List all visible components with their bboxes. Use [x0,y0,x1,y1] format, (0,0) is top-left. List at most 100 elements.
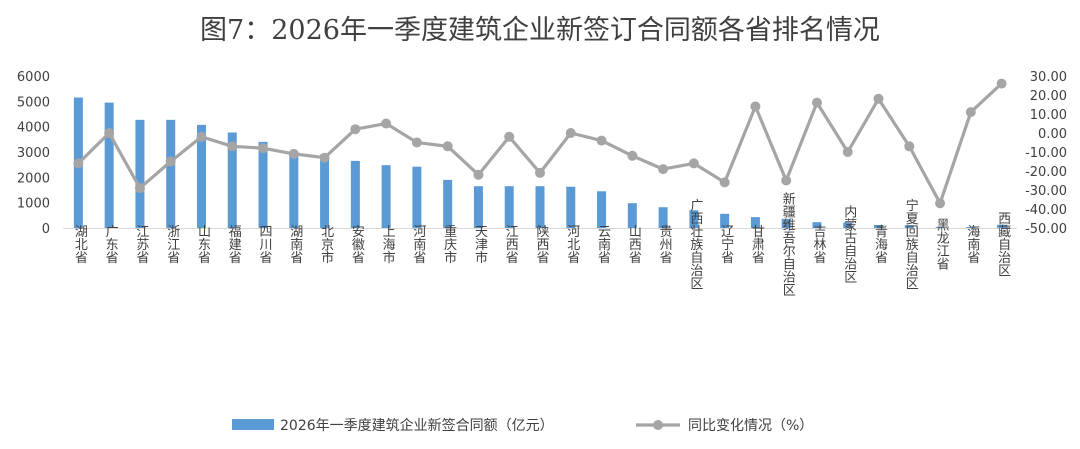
bar [258,141,268,228]
line-point [596,135,607,146]
bar [535,186,545,228]
category-label: 黑龙江省 [934,218,950,270]
y-right-tick-label: -20.00 [1025,165,1067,180]
line-point [196,131,207,142]
bar [843,222,853,228]
line-point [565,128,576,138]
bar [412,166,422,228]
category-label: 新疆维吾尔自治区 [780,191,796,296]
bar [812,222,822,228]
line-point [504,131,515,142]
line-point [904,141,915,152]
y-left-tick-label: 4000 [17,121,50,136]
category-label: 云南省 [595,225,611,264]
category-label: 福建省 [226,225,242,264]
bar [750,217,760,228]
line-point [996,78,1007,89]
bar [966,226,976,228]
y-left-tick-label: 6000 [17,70,50,85]
category-label: 贵州省 [657,225,673,264]
category-label: 广东省 [103,225,119,264]
y-left-tick-label: 5000 [17,95,50,110]
bar [196,124,206,228]
line-point [750,101,761,112]
category-label: 上海市 [380,225,396,264]
category-label: 浙江省 [164,225,180,264]
bar [227,132,237,228]
line-point [473,169,484,180]
category-label: 山东省 [195,225,211,264]
category-label: 甘肃省 [749,225,765,264]
y-left-tick-label: 0 [42,222,50,237]
legend-bar-swatch [232,419,274,430]
line-point [627,150,638,161]
y-right-tick-label: -50.00 [1025,222,1067,237]
line-point [688,158,699,169]
category-label: 湖北省 [72,225,88,264]
bar [689,210,699,228]
line-point [104,128,115,138]
line-point [165,156,176,167]
bar [874,224,884,228]
category-label: 四川省 [257,225,273,264]
bar [720,213,730,228]
category-label: 吉林省 [810,225,826,264]
y-right-tick-label: 0.00 [1038,127,1067,142]
category-label: 陕西省 [534,225,550,264]
bar [904,225,914,228]
y-left-tick-label: 2000 [17,171,50,186]
labels-layer: 0 1000 2000 3000 4000 5000 6000 -50.00 -40.00 -30… [17,70,1067,296]
category-label: 北京市 [318,225,334,264]
bar [289,152,299,228]
bar [658,207,668,228]
y-left-tick-label: 1000 [17,197,50,212]
bar [566,186,576,228]
category-label: 宁夏回族自治区 [903,198,919,290]
line-point [258,143,269,154]
line-point [535,167,545,178]
bar [935,227,945,228]
category-label: 广西壮族自治区 [687,199,703,290]
line-point [842,147,853,157]
line-point [781,175,792,186]
y-left-tick-label: 3000 [17,146,50,161]
line-point [935,198,946,209]
legend-layer: 2026年一季度建筑企业新签合同额（亿元） 同比变化情况（%） [232,417,813,434]
y-right-tick-label: 20.00 [1030,89,1067,104]
category-label: 江苏省 [133,225,149,264]
bar [997,224,1007,228]
line-point [288,148,299,159]
y-right-tick-label: -10.00 [1025,146,1067,161]
category-label: 青海省 [872,225,888,264]
category-label: 湖南省 [287,225,303,264]
category-label: 西藏自治区 [995,212,1011,277]
line-point [350,124,361,135]
line-point [658,164,669,175]
category-label: 内蒙古自治区 [841,204,857,283]
y-right-tick-label: 30.00 [1030,70,1067,85]
bar [597,191,607,228]
category-label: 山西省 [626,225,642,264]
line-point [381,118,392,129]
line-point [719,177,730,188]
bar [381,165,391,228]
bar [166,119,176,228]
change-line [77,82,1003,205]
legend-line-label: 同比变化情况（%） [688,418,813,434]
line-point [73,158,84,169]
line-point [873,93,884,104]
y-right-tick-label: -30.00 [1025,184,1067,199]
line-point [227,141,238,152]
category-label: 海南省 [964,225,980,264]
chart-title: 图7：2026年一季度建筑企业新签订合同额各省排名情况 [200,15,880,46]
bar [104,102,114,228]
category-label: 江西省 [503,225,519,264]
bar [473,186,483,228]
legend-line-marker [653,420,663,430]
legend-bar-label: 2026年一季度建筑企业新签合同额（亿元） [280,417,554,434]
category-label: 河北省 [564,225,580,264]
bar [781,218,791,228]
line-point [811,97,822,108]
bar [443,179,453,228]
